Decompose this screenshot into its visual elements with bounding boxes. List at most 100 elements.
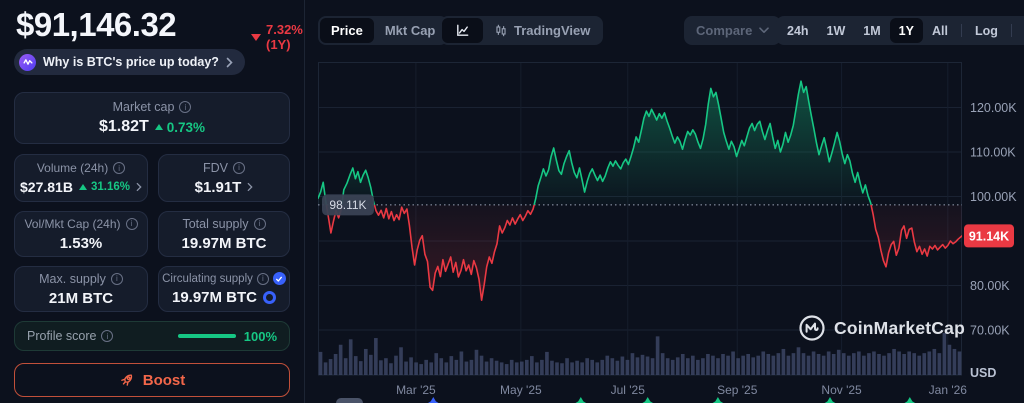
range-1m[interactable]: 1M [863,23,881,38]
market-cap-value: $1.82T [98,118,149,135]
volume-value: $27.81B [20,179,73,195]
log-toggle[interactable]: Log [974,23,998,38]
fdv-label: FDV [203,160,228,175]
volume-bar [665,358,670,375]
volume-bar [655,336,660,375]
profile-score-value: 100% [243,328,277,344]
volume-bar [399,347,403,375]
volume-bar [469,359,474,375]
volume-bar [550,360,554,375]
volume-bar [474,349,479,375]
line-chart-icon [457,24,469,36]
volume-bar [746,354,750,375]
volume-bar [741,355,745,375]
volume-bar [419,364,423,375]
triangle-up-icon [78,184,87,190]
event-marker-icon[interactable] [823,397,837,403]
volume-bar [595,362,600,375]
market-cap-card[interactable]: Market cap $1.82T 0.73% [14,92,290,144]
volume-bar [846,355,851,375]
volume-bar [545,351,549,375]
price-chart[interactable]: 98.11K 120.00K 110.00K 100.00K 80.00K 70.00K U… [318,60,1024,403]
tab-price[interactable]: Price [320,18,374,43]
info-icon[interactable] [253,217,266,230]
volume-change: 31.16% [78,181,130,193]
volume-bar [459,351,464,375]
boost-button[interactable]: Boost [14,363,290,397]
compare-button[interactable]: Compare [684,16,782,45]
volume-bar [384,358,388,375]
info-icon[interactable] [110,272,123,285]
tab-mkt-cap[interactable]: Mkt Cap [384,23,436,38]
event-marker-icon[interactable] [574,397,588,403]
volume-bar [535,362,539,375]
volume-bar [519,361,524,375]
volume-bar [479,355,484,375]
fdv-card[interactable]: FDV $1.91T [158,154,290,202]
tradingview-label: TradingView [514,23,591,38]
volume-bar [645,356,650,375]
volume-bar [404,361,408,375]
volume-card[interactable]: Volume (24h) $27.81B 31.16% [14,154,148,202]
volume-bar [429,362,434,375]
volume-bar [660,353,665,375]
chevron-right-icon [226,57,233,67]
max-supply-value: 21M BTC [48,289,114,307]
info-icon[interactable] [101,330,114,342]
line-chart-tab[interactable] [442,18,483,43]
axis-unit-label: USD [970,366,996,380]
timeline-handle[interactable] [336,398,363,403]
volume-bar [499,362,504,375]
volume-bar [691,355,695,375]
volume-bar [892,348,896,375]
profile-score-label: Profile score [27,329,97,343]
supply-progress-ring-icon [263,291,277,304]
volume-bar [947,344,952,375]
why-price-up-button[interactable]: Why is BTC's price up today? [14,49,245,75]
divider [960,24,962,37]
info-icon[interactable] [113,162,126,174]
volume-bar [343,358,348,375]
info-icon[interactable] [233,161,245,174]
info-icon[interactable] [125,217,138,230]
volume-bar [379,360,383,375]
y-axis-label: 120.00K [970,101,1017,115]
volume-bar [338,344,343,375]
volume-bar [620,356,625,375]
volume-bar [575,360,579,375]
info-icon[interactable] [256,272,269,285]
volume-bar [414,362,418,375]
circulating-supply-value: 19.97M BTC [171,289,258,306]
volume-bar [358,361,363,375]
volume-bar [610,358,615,375]
tradingview-tab[interactable]: TradingView [483,18,601,43]
circulating-supply-label: Circulating supply [162,272,253,285]
volume-bar [937,353,942,375]
volume-bar [540,359,544,375]
volume-bar [841,353,846,375]
volume-bar [927,351,932,375]
volume-bar [675,357,680,375]
x-axis-label: Jan '26 [929,383,968,397]
total-supply-card: Total supply 19.97M BTC [158,211,290,257]
range-all[interactable]: All [931,23,948,38]
event-marker-icon[interactable] [711,397,725,403]
event-marker-icon[interactable] [426,397,440,403]
volume-bar [952,348,957,375]
range-24h[interactable]: 24h [787,23,809,38]
chart-settings-button[interactable] [1016,18,1024,43]
volume-bar [363,348,368,375]
volume-bar [514,362,519,375]
ai-assistant-icon [19,53,36,71]
range-1w[interactable]: 1W [826,23,846,38]
volume-bar [640,354,645,375]
event-marker-icon[interactable] [903,397,917,403]
volume-bar [766,354,771,375]
y-axis-label: 70.00K [970,324,1010,338]
info-icon[interactable] [179,101,192,113]
volume-bar [670,359,675,375]
event-marker-icon[interactable] [641,397,655,403]
range-1y[interactable]: 1Y [889,18,923,43]
coinmarketcap-logo-icon [799,315,825,341]
profile-score-bar [177,334,236,338]
